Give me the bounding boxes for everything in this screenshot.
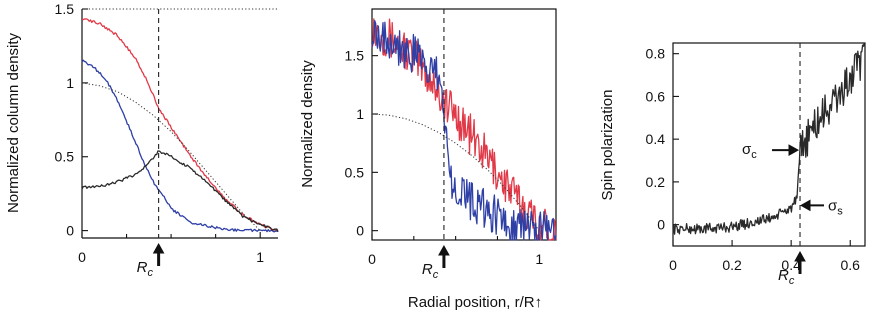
rc-label: Rc [137, 259, 154, 279]
x-tick-label: 0.6 [840, 257, 860, 273]
plot-frame [672, 42, 866, 247]
sigma-c-label-sub: c [751, 149, 757, 161]
y-tick-label: 0.8 [646, 46, 666, 62]
series-line-gray-dotted [81, 82, 261, 231]
y-tick-label: 0 [657, 217, 665, 233]
y-tick-label: 0.2 [646, 174, 666, 190]
rc-label-sub: c [147, 267, 153, 279]
plot-frame [371, 8, 557, 241]
series-line-red [81, 18, 279, 232]
x-tick-label: 0 [78, 249, 86, 265]
series-line-black [81, 150, 279, 233]
y-tick-label: 0 [66, 223, 74, 239]
rc-label-sub: c [433, 269, 439, 281]
y-tick-label: 0.6 [646, 88, 666, 104]
sigma-c-arrow-icon [788, 144, 800, 156]
sigma-s-arrow-icon [799, 199, 811, 212]
y-tick-label: 1 [66, 75, 74, 91]
rc-arrow-icon [152, 242, 165, 254]
sigma-s-label-sub: s [837, 205, 843, 217]
sigma-c-label: σc [742, 141, 757, 161]
shared-x-axis-label: Radial position, r/R↑ [408, 294, 542, 311]
chart-panel-column-density: 0 0.5 1 1.5 0 1 Normalized column density Rc [5, 1, 279, 279]
series-line-gray-dotted [371, 113, 540, 232]
y-axis-label: Normalized column density [5, 32, 22, 213]
series-line-blue [81, 59, 279, 233]
y-tick-label: 0.5 [55, 149, 75, 165]
chart-panel-normalized-density: 0 0.5 1 1.5 0 1 Normalized density Rc [299, 8, 557, 281]
y-axis-label: Normalized density [299, 60, 316, 188]
x-tick-label: 1 [256, 249, 264, 265]
y-tick-label: 1.5 [345, 48, 365, 64]
x-tick-label: 1 [535, 251, 543, 267]
y-tick-label: 0 [356, 223, 364, 239]
y-axis-label: Spin polarization [599, 90, 616, 201]
rc-label-sub: c [789, 275, 795, 287]
series-line-black [672, 42, 866, 235]
y-tick-label: 1.5 [55, 1, 75, 17]
y-tick-label: 0.4 [646, 131, 666, 147]
sigma-s-label: σs [828, 197, 843, 217]
x-tick-label: 0 [368, 251, 376, 267]
rc-label: Rc [422, 261, 439, 281]
series-line-blue [371, 20, 557, 241]
rc-arrow-icon [438, 244, 450, 256]
x-tick-label: 0.2 [722, 257, 742, 273]
y-tick-label: 1 [356, 106, 364, 122]
x-tick-label: 0 [669, 257, 677, 273]
y-tick-label: 0.5 [345, 164, 365, 180]
